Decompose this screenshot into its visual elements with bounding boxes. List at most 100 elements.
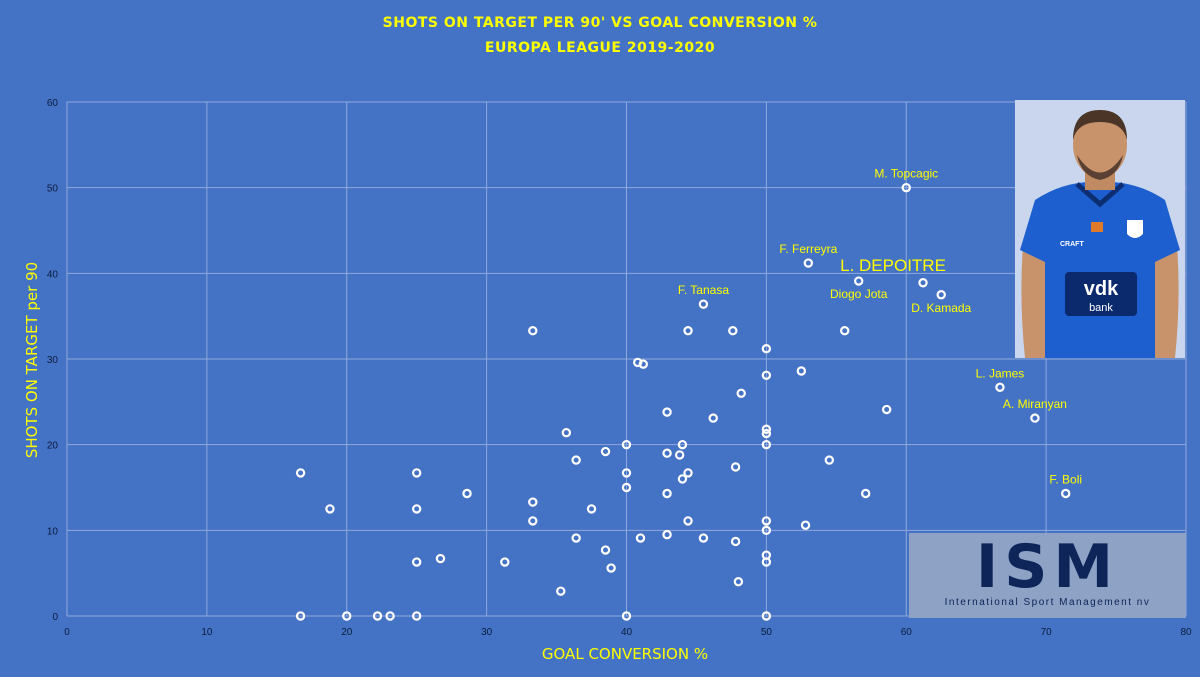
data-point	[901, 182, 911, 193]
point-label: L. James	[976, 366, 1025, 380]
data-point	[632, 357, 643, 368]
point-label: M. Topcagic	[874, 167, 938, 181]
data-point	[638, 359, 648, 369]
data-point	[761, 557, 772, 567]
svg-text:bank: bank	[1089, 302, 1113, 314]
data-point	[761, 516, 772, 526]
data-point	[1030, 413, 1040, 423]
point-label: Diogo Jota	[830, 287, 888, 301]
x-tick-label: 0	[64, 627, 70, 638]
logo-tagline: International Sport Management nv	[944, 597, 1151, 608]
data-point	[556, 586, 566, 596]
logo-wordmark: ISM	[975, 532, 1120, 602]
data-point	[730, 462, 741, 472]
data-point	[698, 533, 709, 543]
data-point	[683, 516, 693, 526]
x-tick-label: 60	[901, 627, 913, 638]
data-point	[372, 611, 383, 621]
data-point	[761, 370, 772, 380]
x-tick-label: 70	[1041, 627, 1053, 638]
point-label: D. Kamada	[911, 301, 971, 315]
data-point	[761, 424, 772, 434]
data-point	[586, 504, 597, 514]
y-tick-label: 60	[47, 98, 59, 109]
data-point	[730, 536, 741, 547]
y-tick-label: 30	[47, 355, 59, 366]
data-point	[621, 468, 632, 478]
point-labels: M. Topcagic F. Ferreyra Diogo Jota L. DEPOI…	[678, 167, 1082, 487]
y-axis-title: SHOTS ON TARGET per 90	[23, 262, 41, 458]
data-point	[600, 446, 611, 457]
x-tick-label: 30	[481, 627, 493, 638]
data-point	[936, 290, 946, 300]
data-point	[462, 488, 472, 499]
data-point	[733, 577, 744, 587]
data-point	[295, 468, 306, 478]
data-point	[881, 404, 892, 415]
data-points	[295, 182, 1071, 621]
svg-text:vdk: vdk	[1084, 278, 1119, 300]
data-point	[761, 439, 772, 450]
player-photo: vdk bank CRAFT	[1015, 100, 1185, 358]
data-point	[860, 488, 871, 499]
x-tick-label: 50	[761, 627, 773, 638]
point-label: F. Boli	[1049, 472, 1082, 486]
data-point	[683, 468, 693, 478]
data-point	[677, 474, 688, 484]
data-point	[571, 455, 581, 465]
data-point	[600, 545, 611, 555]
data-point	[528, 326, 538, 336]
point-label: L. DEPOITRE	[840, 256, 946, 275]
data-point	[635, 533, 646, 543]
data-point	[728, 326, 738, 336]
data-point	[662, 448, 672, 458]
data-point	[853, 276, 864, 286]
data-point	[411, 557, 422, 567]
data-point	[325, 504, 335, 514]
data-point	[621, 439, 632, 450]
data-point	[677, 439, 688, 450]
data-point	[435, 553, 446, 564]
data-point	[528, 516, 538, 526]
data-point	[1061, 488, 1071, 499]
svg-text:CRAFT: CRAFT	[1060, 241, 1084, 248]
data-point	[761, 525, 772, 536]
data-point	[561, 427, 572, 438]
x-tick-label: 80	[1180, 627, 1192, 638]
data-point	[918, 278, 928, 288]
ism-logo: ISM International Sport Management nv	[909, 533, 1186, 618]
y-tick-label: 50	[47, 184, 59, 195]
data-point	[708, 413, 718, 423]
data-point	[621, 611, 632, 621]
point-label: A. Miranyan	[1003, 397, 1067, 411]
data-point	[840, 326, 850, 336]
data-point	[342, 611, 352, 621]
y-tick-label: 20	[47, 441, 59, 452]
data-point	[662, 488, 672, 499]
data-point	[761, 344, 772, 354]
data-point	[736, 388, 746, 398]
data-point	[411, 611, 422, 621]
data-point	[411, 504, 422, 514]
data-point	[761, 428, 772, 439]
data-point	[606, 563, 616, 573]
data-point	[500, 557, 510, 567]
x-tick-label: 40	[621, 627, 633, 638]
data-point	[528, 497, 538, 507]
data-point	[761, 611, 772, 621]
data-point	[800, 520, 811, 530]
y-tick-label: 0	[52, 612, 58, 623]
x-axis-title: GOAL CONVERSION %	[542, 645, 708, 663]
data-point	[796, 366, 807, 376]
data-point	[411, 468, 422, 478]
data-point	[571, 533, 581, 543]
point-label: F. Ferreyra	[779, 242, 837, 256]
data-point	[698, 299, 709, 309]
data-point	[621, 482, 632, 493]
data-point	[995, 382, 1005, 392]
data-point	[674, 450, 685, 460]
x-tick-label: 10	[201, 627, 213, 638]
x-tick-label: 20	[341, 627, 353, 638]
y-tick-label: 10	[47, 526, 59, 537]
